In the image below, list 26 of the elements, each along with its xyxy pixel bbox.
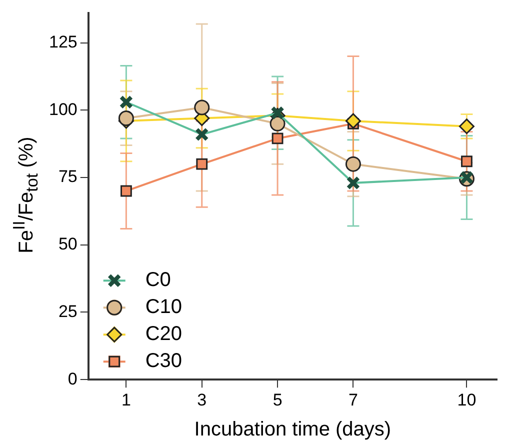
x-tick-label: 5 [272, 390, 282, 410]
y-tick-label: 125 [48, 32, 78, 52]
x-axis-title: Incubation time (days) [194, 418, 392, 441]
y-tick-label: 0 [68, 369, 78, 388]
y-tick-label: 75 [58, 167, 78, 186]
y-tick-label: 25 [58, 302, 78, 321]
legend-label: C20 [145, 323, 182, 346]
point [461, 156, 472, 168]
legend-label: C30 [145, 350, 182, 372]
point [196, 158, 208, 170]
x-tick-label: 3 [197, 390, 207, 410]
point [118, 110, 134, 126]
point [272, 132, 284, 144]
x-tick-label: 7 [348, 390, 358, 410]
point [458, 118, 474, 134]
point [345, 113, 361, 129]
legend-label: C0 [145, 269, 171, 292]
x-tick-label: 10 [457, 390, 476, 410]
legend-label: C10 [145, 296, 182, 318]
point [194, 100, 210, 116]
y-tick-label: 100 [48, 100, 78, 119]
y-tick-label: 50 [58, 234, 78, 254]
x-tick-label: 1 [121, 390, 131, 410]
point [345, 156, 361, 172]
point [120, 185, 132, 197]
point [270, 116, 286, 132]
